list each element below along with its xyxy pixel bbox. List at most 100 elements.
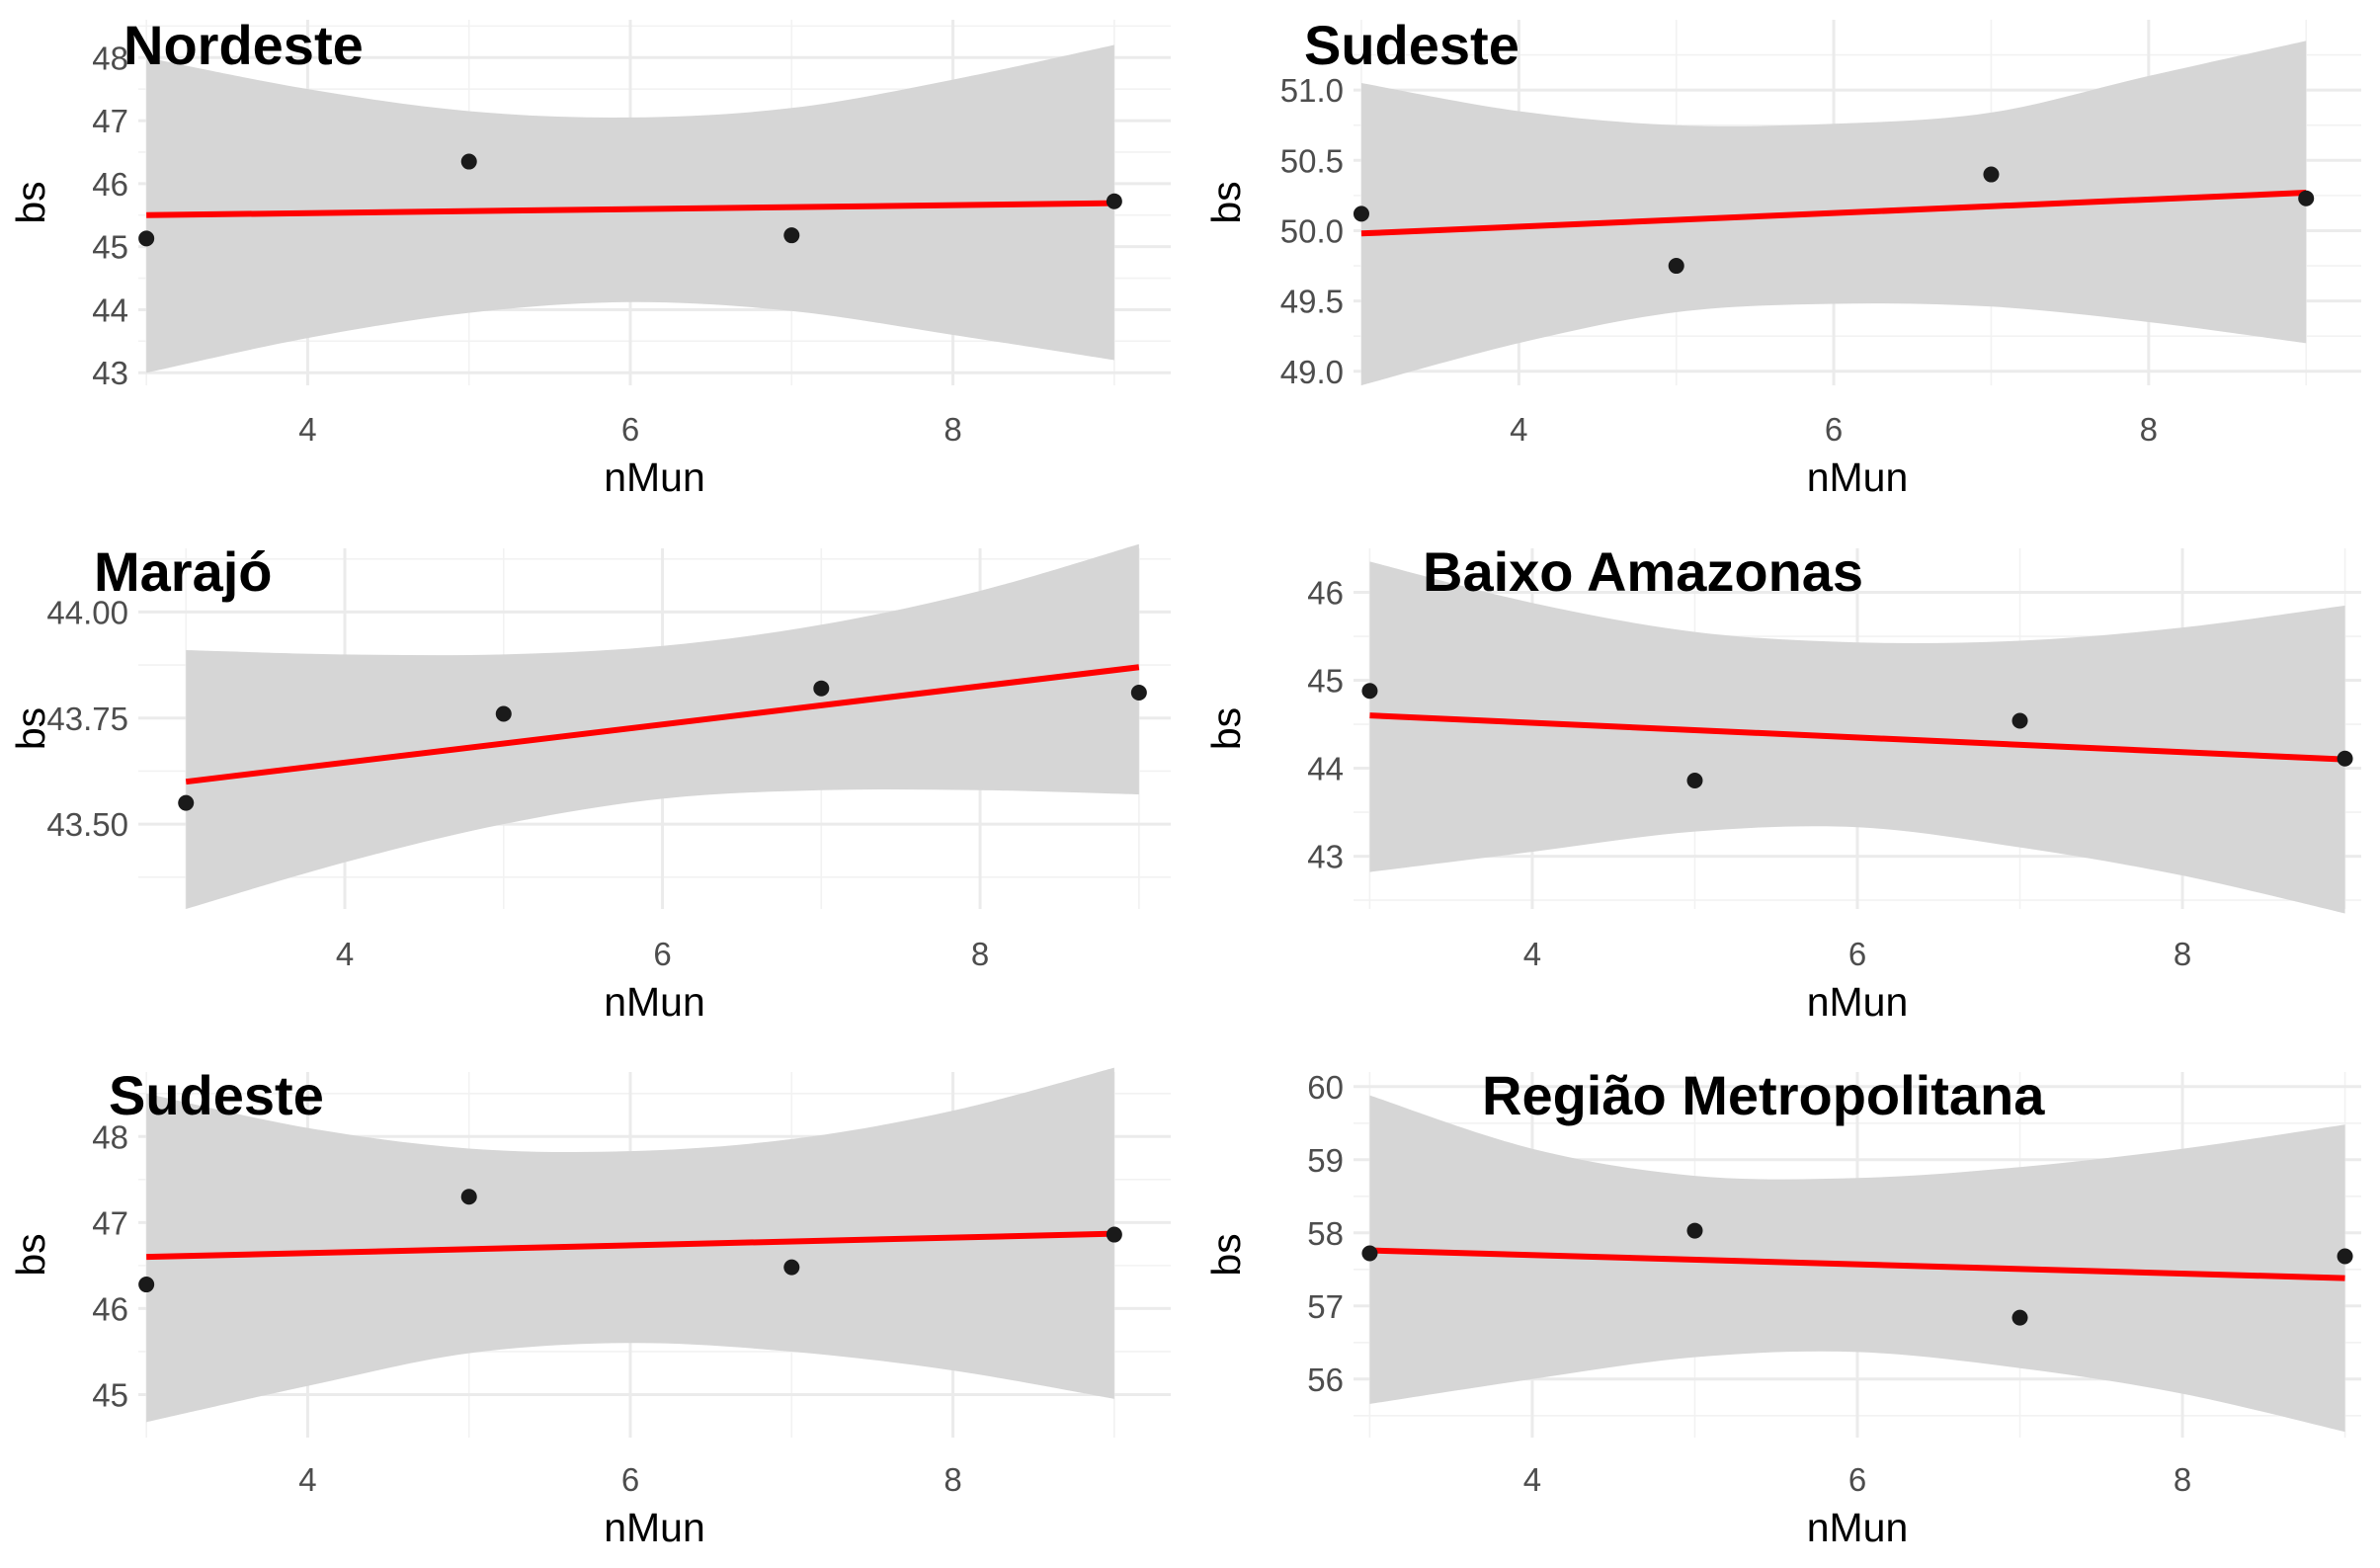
y-tick-label: 45 [92,229,128,266]
y-tick-label: 43.75 [46,701,128,737]
data-point [2011,1309,2028,1326]
y-tick-label: 51.0 [1280,72,1344,109]
regression-line [146,200,1114,218]
x-axis-title: nMun [604,454,705,500]
panel-title: Região Metropolitana [1482,1064,2045,1126]
data-point [2337,1248,2353,1265]
regression-line [1369,712,2345,763]
y-tick-label: 48 [92,40,128,76]
y-tick-label: 43.50 [46,806,128,843]
y-tick-label: 43 [1307,839,1344,875]
x-tick-label: 4 [298,1461,316,1498]
x-tick-label: 6 [1848,1461,1866,1498]
y-tick-label: 44.00 [46,594,128,630]
data-point [1686,773,1703,789]
data-point [178,794,195,811]
x-tick-label: 8 [944,411,961,448]
y-tick-label: 46 [92,166,128,203]
y-tick-label: 47 [92,103,128,139]
data-point [1361,1245,1378,1262]
y-tick-label: 47 [92,1204,128,1241]
y-axis-title: bs [8,181,53,223]
y-axis-title: bs [1203,1233,1249,1276]
x-tick-label: 6 [621,1461,639,1498]
y-tick-label: 45 [1307,663,1344,700]
x-tick-label: 6 [1825,411,1843,448]
data-point [138,1277,155,1293]
x-axis-title: nMun [1807,1505,1909,1550]
x-tick-label: 4 [1523,1461,1541,1498]
panel-2: 4 6 8 49.0 49.5 50.0 50.5 51.0 nMun bs Sudeste [1203,14,2361,500]
data-point [1983,166,2000,183]
x-tick-label: 8 [2174,936,2191,972]
y-tick-label: 46 [92,1290,128,1327]
data-point [1353,206,1369,222]
regression-line [1360,190,2307,237]
data-point [1106,193,1122,209]
data-point [2298,190,2315,206]
x-tick-label: 4 [298,411,316,448]
panel-title: Sudeste [1304,14,1519,76]
data-point [1130,685,1147,701]
x-axis-title: nMun [1807,454,1909,500]
x-tick-label: 6 [1848,936,1866,972]
y-tick-label: 48 [92,1118,128,1155]
data-point [2011,712,2028,729]
panel-title: Sudeste [109,1064,324,1126]
panel-3: 4 6 8 43.50 43.75 44.00 nMun bs Marajó [8,540,1171,1025]
x-tick-label: 8 [971,936,989,972]
data-point [460,153,477,170]
y-tick-label: 44 [1307,751,1344,787]
y-tick-label: 46 [1307,575,1344,612]
data-point [138,230,155,247]
y-axis-title: bs [1203,707,1249,750]
y-tick-label: 60 [1307,1069,1344,1106]
y-tick-label: 57 [1307,1288,1344,1325]
x-tick-label: 6 [653,936,671,972]
x-tick-label: 8 [2174,1461,2191,1498]
y-axis-title: bs [8,1233,53,1276]
regression-line [1369,1247,2345,1281]
y-tick-label: 45 [92,1376,128,1413]
x-tick-label: 8 [944,1461,961,1498]
data-point [1686,1222,1703,1239]
panel-title: Marajó [94,540,273,603]
y-tick-label: 49.5 [1280,284,1344,320]
x-axis-title: nMun [604,979,705,1025]
x-tick-label: 4 [336,936,354,972]
y-axis-title: bs [1203,181,1249,223]
y-tick-label: 49.0 [1280,354,1344,390]
data-point [495,705,512,722]
data-point [1106,1226,1122,1243]
regression-line [146,1230,1114,1261]
x-tick-label: 6 [621,411,639,448]
panel-title: Nordeste [123,14,364,76]
data-point [783,227,800,244]
data-point [2337,750,2353,767]
data-point [460,1189,477,1205]
regression-line [185,664,1140,785]
y-tick-label: 44 [92,291,128,328]
x-tick-label: 4 [1523,936,1541,972]
y-tick-label: 58 [1307,1215,1344,1252]
data-point [783,1259,800,1276]
x-tick-label: 4 [1510,411,1527,448]
y-tick-label: 43 [92,355,128,391]
y-tick-label: 50.0 [1280,212,1344,249]
x-tick-label: 8 [2140,411,2158,448]
x-axis-title: nMun [1807,979,1909,1025]
data-point [813,680,830,697]
y-tick-label: 50.5 [1280,142,1344,179]
y-tick-label: 56 [1307,1362,1344,1398]
x-axis-title: nMun [604,1505,705,1550]
y-tick-label: 59 [1307,1142,1344,1179]
data-point [1361,683,1378,700]
data-point [1668,258,1684,275]
panel-6: 4 6 8 56 57 58 59 60 nMun bs Região Metropolitana [1203,1064,2361,1550]
y-axis-title: bs [8,707,53,750]
panel-title: Baixo Amazonas [1423,540,1863,603]
